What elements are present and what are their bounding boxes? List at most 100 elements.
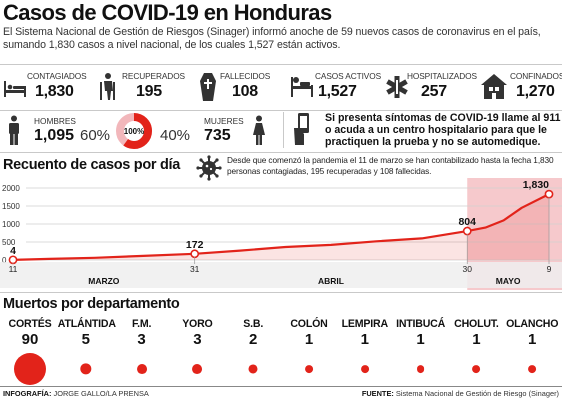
source-value: Sistema Nacional de Gestión de Riesgo (S… [395, 389, 559, 398]
department-dot [80, 363, 92, 375]
stat-label: CONFINADOS [510, 71, 562, 81]
department-deaths: 2 [249, 331, 258, 348]
department-name: OLANCHO [506, 318, 559, 330]
stat-hospitalizados: HOSPITALIZADOS 257 [385, 70, 477, 106]
department-dot [192, 364, 203, 374]
stat-fallecidos: FALLECIDOS 108 [196, 70, 276, 106]
phone-hand-icon [294, 113, 309, 145]
men-share-arc [116, 113, 152, 149]
y-tick-label: 500 [2, 238, 16, 247]
department-dot [305, 365, 313, 373]
department-item: COLÓN 1 [281, 318, 337, 373]
divider [0, 110, 562, 111]
series-line [12, 193, 550, 261]
stat-label: CONTAGIADOS [27, 71, 87, 81]
woman-icon [253, 115, 265, 145]
department-deaths: 1 [304, 331, 314, 348]
page-title: Casos de COVID-19 en Honduras [3, 0, 332, 25]
department-name: F.M. [131, 318, 152, 330]
cases-chart: 0 500 1000 1500 2000 4 172 804 1,830 11 31 30 9 MARZO… [0, 178, 562, 290]
divider [0, 152, 562, 153]
y-tick-label: 2000 [2, 184, 20, 193]
department-item: ATLÁNTIDA 5 [57, 318, 116, 375]
house-icon [481, 74, 507, 99]
y-tick-label: 0 [2, 256, 7, 265]
department-deaths: 1 [360, 331, 369, 348]
stat-recuperados: RECUPERADOS 195 [96, 70, 188, 106]
data-point [462, 226, 472, 236]
page-subtitle: El Sistema Nacional de Gestión de Riesgo… [3, 26, 541, 51]
department-item: CHOLUT. 1 [448, 318, 504, 373]
department-name: YORO [182, 318, 213, 330]
stat-value: 195 [136, 83, 162, 100]
deaths-section-title: Muertos por departamento [3, 296, 180, 312]
footer-source: FUENTE: Sistema Nacional de Gestión de R… [362, 389, 559, 398]
department-name: LEMPIRA [341, 318, 388, 330]
department-item: F.M. 3 [114, 318, 170, 374]
stat-label: FALLECIDOS [220, 71, 271, 81]
department-dot [14, 353, 46, 385]
department-item: OLANCHO 1 [504, 318, 560, 373]
department-name: S.B. [243, 318, 264, 330]
men-value: 1,095 [34, 127, 75, 144]
department-name: INTIBUCÁ [396, 318, 446, 330]
department-deaths: 90 [21, 331, 39, 348]
department-dot [528, 365, 537, 373]
cases-section-title: Recuento de casos por día [3, 157, 181, 173]
department-item: INTIBUCÁ 1 [393, 318, 449, 373]
department-name: ATLÁNTIDA [57, 318, 116, 330]
department-name: COLÓN [290, 318, 328, 330]
stat-label: CASOS ACTIVOS [315, 71, 382, 81]
department-deaths: 3 [137, 331, 146, 348]
cases-note: Desde que comenzó la pandemia el 11 de m… [227, 155, 554, 176]
credit-value: JORGE GALLO/LA PRENSA [53, 389, 149, 398]
advice-line: Si presenta síntomas de COVID-19 llame a… [325, 112, 561, 124]
area-fill [13, 194, 549, 260]
x-tick-label: 30 [463, 264, 473, 274]
department-deaths: 1 [416, 331, 425, 348]
credit-label: INFOGRAFÍA: [3, 389, 52, 398]
source-label: FUENTE: [361, 389, 394, 398]
month-label: MAYO [496, 276, 521, 286]
month-label: MARZO [88, 276, 120, 286]
data-label: 804 [458, 216, 476, 228]
patient-in-bed-icon [291, 77, 313, 97]
men-percent: 60% [80, 127, 111, 144]
men-label: HOMBRES [34, 116, 76, 126]
department-deaths: 1 [472, 331, 481, 348]
women-label: MUJERES [204, 116, 244, 126]
advice-line: practiquen la prueba y no se automedique… [325, 136, 541, 148]
y-tick-label: 1000 [2, 220, 20, 229]
divider [0, 292, 562, 293]
department-deaths: 5 [81, 331, 90, 348]
data-label: 172 [186, 239, 204, 251]
divider [283, 112, 284, 148]
x-tick-label: 31 [190, 264, 200, 274]
department-item: S.B. 2 [225, 318, 281, 374]
stat-contagiados: CONTAGIADOS 1,830 [3, 70, 95, 106]
department-item: YORO 3 [169, 318, 225, 374]
department-deaths: 1 [528, 331, 537, 348]
hospital-bed-icon [4, 81, 26, 97]
stat-confinados: CONFINADOS 1,270 [480, 70, 562, 106]
women-percent: 40% [160, 127, 191, 144]
department-dot [360, 365, 369, 373]
stat-label: RECUPERADOS [122, 71, 185, 81]
department-item: CORTÉS 90 [2, 318, 58, 385]
department-dot [136, 364, 147, 374]
cases-chart-svg: 0 500 1000 1500 2000 4 172 804 1,830 11 31 30 9 MARZO… [0, 178, 562, 290]
gender-row: HOMBRES 1,095 60% 100% 40% MUJERES 735 S… [0, 112, 562, 150]
advice-line: o acuda a un centro hospitalario para qu… [325, 124, 547, 136]
medical-star-icon [386, 76, 408, 98]
stat-casos-activos: CASOS ACTIVOS 1,527 [290, 70, 382, 106]
footer-credit: INFOGRAFÍA: JORGE GALLO/LA PRENSA [3, 389, 149, 398]
gender-ring-chart: 100% [116, 113, 152, 149]
walking-person-icon [100, 73, 115, 100]
stat-value: 1,830 [35, 83, 74, 100]
department-item: LEMPIRA 1 [337, 318, 393, 373]
data-label: 4 [10, 245, 16, 257]
department-dot [472, 365, 481, 373]
virus-icon [196, 155, 222, 181]
department-dot [416, 365, 425, 373]
data-point [8, 255, 18, 265]
